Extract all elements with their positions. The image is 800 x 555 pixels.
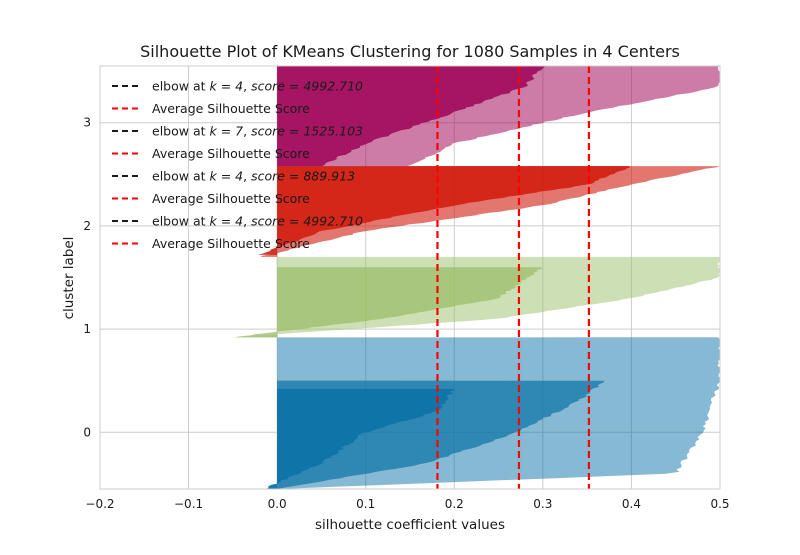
legend-label: Average Silhouette Score (152, 236, 310, 251)
cluster-3-silhouette (277, 66, 720, 167)
legend-item: elbow at k = 4, score = 4992.710 (112, 214, 363, 229)
x-tick-label: 0.2 (445, 497, 464, 511)
legend-item: Average Silhouette Score (112, 146, 310, 161)
plot-border (99, 65, 721, 490)
chart-title: Silhouette Plot of KMeans Clustering for… (140, 42, 680, 61)
legend-label: Average Silhouette Score (152, 101, 310, 116)
x-axis-ticks: −0.2 −0.1 0.0 0.1 0.2 0.3 0.4 0.5 (85, 497, 729, 511)
cluster-3-layer (277, 66, 546, 167)
legend-item: Average Silhouette Score (112, 236, 310, 251)
cluster-1-layer (234, 267, 543, 338)
x-tick-label: 0.0 (268, 497, 287, 511)
x-tick-label: −0.1 (174, 497, 203, 511)
y-tick-label: 1 (83, 322, 91, 336)
x-tick-label: 0.4 (622, 497, 641, 511)
x-axis-label: silhouette coefficient values (315, 517, 505, 533)
y-axis-label: cluster label (61, 237, 77, 320)
average-lines (436, 66, 591, 489)
cluster-areas (231, 66, 720, 489)
cluster-0-layer (266, 388, 455, 489)
legend-label: elbow at k = 7, score = 1525.103 (152, 124, 363, 139)
cluster-2-layer (257, 166, 631, 255)
y-tick-label: 3 (83, 116, 91, 130)
y-axis-ticks: 0 1 2 3 (83, 116, 91, 440)
y-tick-label: 0 (83, 425, 91, 439)
legend-label: elbow at k = 4, score = 889.913 (152, 169, 355, 184)
y-tick-label: 2 (83, 219, 91, 233)
x-tick-label: 0.3 (533, 497, 552, 511)
x-tick-label: 0.5 (710, 497, 729, 511)
cluster-1-silhouette (231, 256, 720, 338)
legend-item: Average Silhouette Score (112, 191, 310, 206)
x-tick-label: −0.2 (85, 497, 114, 511)
legend-item: elbow at k = 7, score = 1525.103 (112, 124, 363, 139)
legend: elbow at k = 4, score = 4992.710 Average … (112, 79, 363, 251)
legend-label: Average Silhouette Score (152, 191, 310, 206)
cluster-0-silhouette (266, 337, 720, 489)
x-tick-label: 0.1 (356, 497, 375, 511)
cluster-2-silhouette (257, 166, 720, 257)
legend-label: elbow at k = 4, score = 4992.710 (152, 214, 363, 229)
legend-item: Average Silhouette Score (112, 101, 310, 116)
legend-label: Average Silhouette Score (152, 146, 310, 161)
legend-label: elbow at k = 4, score = 4992.710 (152, 79, 363, 94)
plot-area (99, 65, 721, 490)
legend-item: elbow at k = 4, score = 889.913 (112, 169, 355, 184)
legend-item: elbow at k = 4, score = 4992.710 (112, 79, 363, 94)
